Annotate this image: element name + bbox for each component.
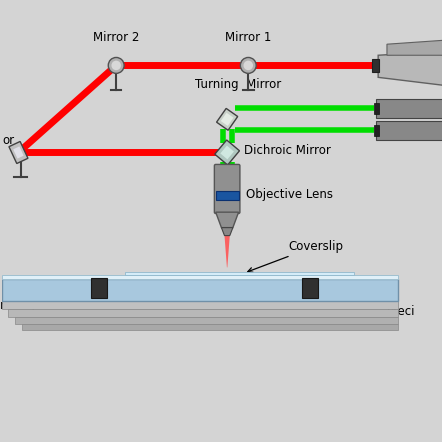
Polygon shape bbox=[13, 146, 24, 159]
Bar bbox=[15, 317, 398, 324]
Bar bbox=[376, 99, 442, 118]
Polygon shape bbox=[387, 40, 442, 55]
Polygon shape bbox=[216, 212, 239, 228]
Text: Dichroic Mirror: Dichroic Mirror bbox=[244, 144, 331, 157]
Text: roscope Slide: roscope Slide bbox=[0, 290, 78, 312]
Polygon shape bbox=[9, 141, 28, 164]
Bar bbox=[302, 278, 318, 298]
FancyBboxPatch shape bbox=[214, 164, 240, 213]
Text: Objective Lens: Objective Lens bbox=[246, 188, 333, 201]
Text: Preci: Preci bbox=[387, 305, 415, 318]
Polygon shape bbox=[215, 140, 240, 165]
Text: Mirror 1: Mirror 1 bbox=[225, 31, 271, 44]
Polygon shape bbox=[221, 145, 234, 160]
Bar bbox=[22, 324, 398, 330]
Text: Mirror 2: Mirror 2 bbox=[93, 31, 139, 44]
Circle shape bbox=[108, 57, 124, 73]
Bar bbox=[216, 191, 239, 200]
Text: Coverslip: Coverslip bbox=[248, 240, 343, 272]
Circle shape bbox=[240, 57, 256, 73]
Bar bbox=[376, 121, 442, 140]
Bar bbox=[2, 275, 398, 279]
Text: Turning  Mirror: Turning Mirror bbox=[195, 78, 281, 91]
Polygon shape bbox=[221, 228, 233, 236]
Bar bbox=[8, 309, 398, 317]
Polygon shape bbox=[225, 236, 230, 267]
Circle shape bbox=[111, 61, 121, 70]
Circle shape bbox=[244, 61, 253, 70]
Bar bbox=[372, 59, 380, 72]
Polygon shape bbox=[378, 51, 442, 86]
Polygon shape bbox=[221, 113, 233, 126]
Text: or: or bbox=[3, 133, 15, 147]
Bar bbox=[374, 103, 379, 114]
Bar bbox=[91, 278, 107, 298]
Bar bbox=[374, 125, 379, 136]
Bar bbox=[2, 301, 398, 309]
Polygon shape bbox=[217, 108, 238, 130]
Bar bbox=[125, 272, 354, 275]
Bar bbox=[2, 279, 398, 301]
